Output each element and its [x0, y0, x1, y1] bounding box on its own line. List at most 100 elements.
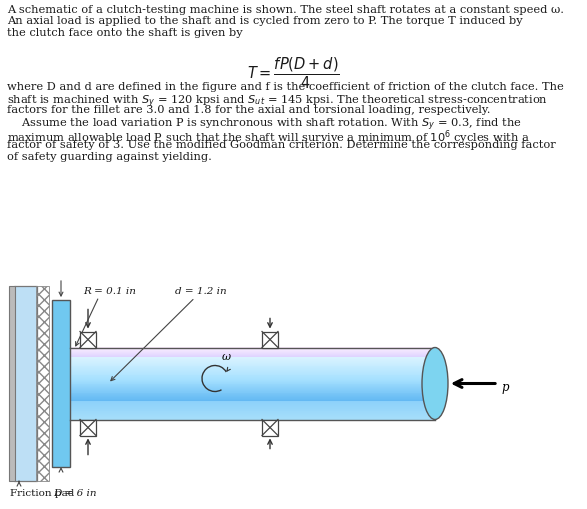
Bar [70, 360, 435, 361]
Bar [70, 370, 435, 371]
Bar [70, 363, 435, 364]
Bar [70, 377, 435, 378]
Bar [70, 352, 435, 353]
Bar [70, 379, 435, 380]
Bar [70, 375, 435, 376]
Bar [70, 349, 435, 350]
Bar [70, 388, 435, 389]
Bar [70, 383, 435, 384]
Bar [70, 366, 435, 367]
Bar [70, 357, 435, 359]
Bar [70, 375, 435, 377]
Bar [70, 416, 435, 417]
Bar [80, 332, 96, 348]
Bar [70, 374, 435, 375]
Bar [70, 364, 435, 365]
Bar [70, 376, 435, 378]
Bar [70, 410, 435, 411]
Bar [70, 351, 435, 352]
Bar [70, 356, 435, 357]
Bar [70, 399, 435, 400]
Text: shaft is machined with $S_y$ = 120 kpsi and $S_{ut}$ = 145 kpsi. The theoretical: shaft is machined with $S_y$ = 120 kpsi … [7, 93, 548, 109]
Bar [70, 381, 435, 382]
Text: factors for the fillet are 3.0 and 1.8 for the axial and torsional loading, resp: factors for the fillet are 3.0 and 1.8 f… [7, 105, 491, 115]
Bar [70, 356, 435, 358]
Text: of safety guarding against yielding.: of safety guarding against yielding. [7, 151, 212, 161]
Bar [70, 418, 435, 420]
Bar [70, 386, 435, 387]
Text: factor of safety of 3. Use the modified Goodman criterion. Determine the corresp: factor of safety of 3. Use the modified … [7, 140, 556, 150]
Bar [70, 415, 435, 416]
Bar [70, 391, 435, 393]
Text: p: p [501, 380, 508, 393]
Text: Assume the load variation P is synchronous with shaft rotation. With $S_y$ = 0.3: Assume the load variation P is synchrono… [7, 117, 522, 133]
Bar [70, 354, 435, 355]
Bar [70, 384, 435, 385]
Bar [70, 392, 435, 393]
Bar [70, 410, 435, 412]
Text: maximum allowable load P such that the shaft will survive a minimum of $10^6$ cy: maximum allowable load P such that the s… [7, 128, 530, 147]
Bar [70, 358, 435, 359]
Bar [70, 412, 435, 413]
Bar [70, 393, 435, 394]
Bar [70, 397, 435, 398]
Bar [70, 371, 435, 372]
Bar [70, 350, 435, 351]
Text: Friction pad: Friction pad [10, 488, 75, 497]
Bar [70, 373, 435, 374]
Bar [70, 382, 435, 383]
Bar [70, 389, 435, 390]
Bar [70, 411, 435, 412]
Bar [70, 369, 435, 370]
Bar [70, 401, 435, 402]
Bar [70, 400, 435, 401]
Bar [70, 406, 435, 407]
Bar [70, 362, 435, 363]
Bar [70, 368, 435, 370]
Bar [52, 300, 70, 467]
Bar [70, 353, 435, 354]
Bar [70, 372, 435, 373]
Bar [70, 398, 435, 399]
Bar [70, 408, 435, 409]
Ellipse shape [422, 348, 448, 420]
Bar [70, 395, 435, 397]
Text: d = 1.2 in: d = 1.2 in [175, 287, 227, 296]
Bar [262, 420, 278, 436]
Bar [70, 355, 435, 356]
Bar [70, 385, 435, 386]
Bar [70, 364, 435, 366]
Bar [262, 332, 278, 348]
Text: the clutch face onto the shaft is given by: the clutch face onto the shaft is given … [7, 28, 242, 38]
Bar [70, 365, 435, 366]
Bar [70, 396, 435, 397]
Bar [70, 378, 435, 379]
Text: where D and d are defined in the figure and f is the coefficient of friction of : where D and d are defined in the figure … [7, 82, 564, 92]
Text: R = 0.1 in: R = 0.1 in [83, 287, 136, 296]
Bar [70, 383, 435, 385]
Text: A schematic of a clutch-testing machine is shown. The steel shaft rotates at a c: A schematic of a clutch-testing machine … [7, 5, 564, 15]
Bar [70, 394, 435, 395]
Bar [70, 402, 435, 403]
Bar [70, 402, 435, 404]
Bar [70, 407, 435, 408]
Text: $T = \dfrac{fP(D + d)}{4}$: $T = \dfrac{fP(D + d)}{4}$ [247, 55, 339, 91]
Bar [70, 409, 435, 410]
Bar [70, 403, 435, 405]
Text: D = 6 in: D = 6 in [53, 488, 96, 497]
Text: ω: ω [222, 352, 231, 362]
Bar [14, 287, 37, 481]
Bar [70, 417, 435, 419]
Bar [70, 417, 435, 418]
Bar [36, 287, 49, 481]
Bar [70, 349, 435, 351]
Bar [70, 414, 435, 415]
Bar [70, 361, 435, 362]
Bar [70, 413, 435, 414]
Bar [70, 387, 435, 388]
Bar [70, 380, 435, 381]
Bar [80, 420, 96, 436]
Bar [70, 390, 435, 392]
Bar [70, 367, 435, 369]
Text: An axial load is applied to the shaft and is cycled from zero to P. The torque T: An axial load is applied to the shaft an… [7, 16, 522, 26]
